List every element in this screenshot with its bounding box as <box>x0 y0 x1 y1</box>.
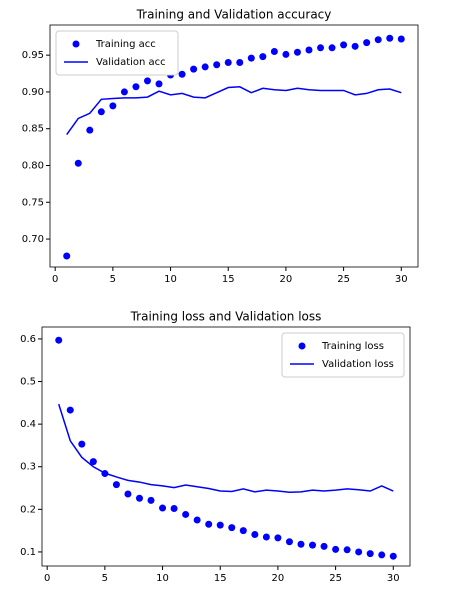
marker <box>270 47 278 55</box>
marker <box>274 534 282 542</box>
legend-marker <box>72 40 80 48</box>
marker <box>251 530 259 538</box>
marker <box>89 458 97 466</box>
marker <box>170 504 178 512</box>
x-tick-label: 30 <box>387 573 400 584</box>
y-tick-label: 0.75 <box>22 197 44 208</box>
legend-label: Validation acc <box>96 57 166 68</box>
marker <box>320 542 328 550</box>
marker <box>66 406 74 414</box>
marker <box>355 548 363 556</box>
x-tick-label: 5 <box>110 274 116 285</box>
y-tick-label: 0.80 <box>22 160 44 171</box>
marker <box>293 48 301 56</box>
marker <box>201 63 209 71</box>
y-tick-label: 0.1 <box>20 547 36 558</box>
marker <box>386 34 394 42</box>
marker <box>282 50 290 58</box>
marker <box>262 533 270 541</box>
y-tick-label: 0.6 <box>20 334 36 345</box>
marker <box>120 88 128 96</box>
marker <box>378 551 386 559</box>
marker <box>285 538 293 546</box>
marker <box>216 521 224 529</box>
y-tick-label: 0.70 <box>22 234 44 245</box>
marker <box>239 527 247 535</box>
chart-title: Training and Validation accuracy <box>136 8 332 22</box>
axes-frame <box>41 326 411 567</box>
axes-frame <box>49 24 419 268</box>
marker <box>259 53 267 61</box>
x-tick-label: 15 <box>214 573 227 584</box>
y-tick-label: 0.95 <box>22 50 44 61</box>
y-tick-label: 0.5 <box>20 377 36 388</box>
marker <box>228 524 236 532</box>
x-tick-label: 0 <box>44 573 50 584</box>
x-tick-label: 5 <box>102 573 108 584</box>
marker <box>63 252 71 260</box>
marker <box>55 336 63 344</box>
marker <box>109 102 117 110</box>
marker <box>343 546 351 554</box>
legend-marker <box>298 342 306 350</box>
marker <box>147 496 155 504</box>
marker <box>135 494 143 502</box>
marker <box>97 108 105 116</box>
y-tick-label: 0.2 <box>20 504 36 515</box>
marker <box>340 41 348 49</box>
marker <box>132 83 140 91</box>
x-tick-label: 25 <box>337 274 350 285</box>
x-tick-label: 15 <box>222 274 235 285</box>
marker <box>389 552 397 560</box>
marker <box>332 545 340 553</box>
marker <box>328 44 336 52</box>
marker <box>190 65 198 73</box>
line <box>66 86 402 136</box>
x-tick-label: 20 <box>272 573 285 584</box>
marker <box>224 59 232 67</box>
marker <box>317 44 325 52</box>
marker <box>374 36 382 44</box>
marker <box>205 520 213 528</box>
y-tick-label: 0.3 <box>20 462 36 473</box>
x-tick-label: 20 <box>280 274 293 285</box>
marker <box>213 61 221 69</box>
marker <box>397 35 405 43</box>
marker <box>309 541 317 549</box>
marker <box>193 516 201 524</box>
legend-label: Training loss <box>321 341 384 352</box>
x-tick-label: 0 <box>52 274 58 285</box>
marker <box>351 42 359 50</box>
chart-title: Training loss and Validation loss <box>130 310 322 324</box>
marker <box>363 39 371 47</box>
marker <box>305 46 313 54</box>
marker <box>247 54 255 62</box>
y-tick-label: 0.4 <box>20 419 36 430</box>
legend-label: Validation loss <box>322 359 394 370</box>
x-tick-label: 10 <box>164 274 177 285</box>
marker <box>112 481 120 489</box>
x-tick-label: 25 <box>329 573 342 584</box>
legend-box <box>55 30 179 76</box>
marker <box>236 59 244 67</box>
line <box>58 403 394 494</box>
y-tick-label: 0.85 <box>22 124 44 135</box>
marker <box>143 77 151 85</box>
marker <box>124 490 132 498</box>
marker <box>366 550 374 558</box>
marker <box>182 510 190 518</box>
legend-label: Training acc <box>95 39 156 50</box>
marker <box>86 126 94 134</box>
marker <box>155 80 163 88</box>
marker <box>78 440 86 448</box>
x-tick-label: 10 <box>156 573 169 584</box>
marker <box>74 159 82 167</box>
x-tick-label: 30 <box>395 274 408 285</box>
marker <box>297 540 305 548</box>
y-tick-label: 0.90 <box>22 87 44 98</box>
legend-box <box>281 332 405 378</box>
marker <box>159 504 167 512</box>
marker <box>178 70 186 78</box>
